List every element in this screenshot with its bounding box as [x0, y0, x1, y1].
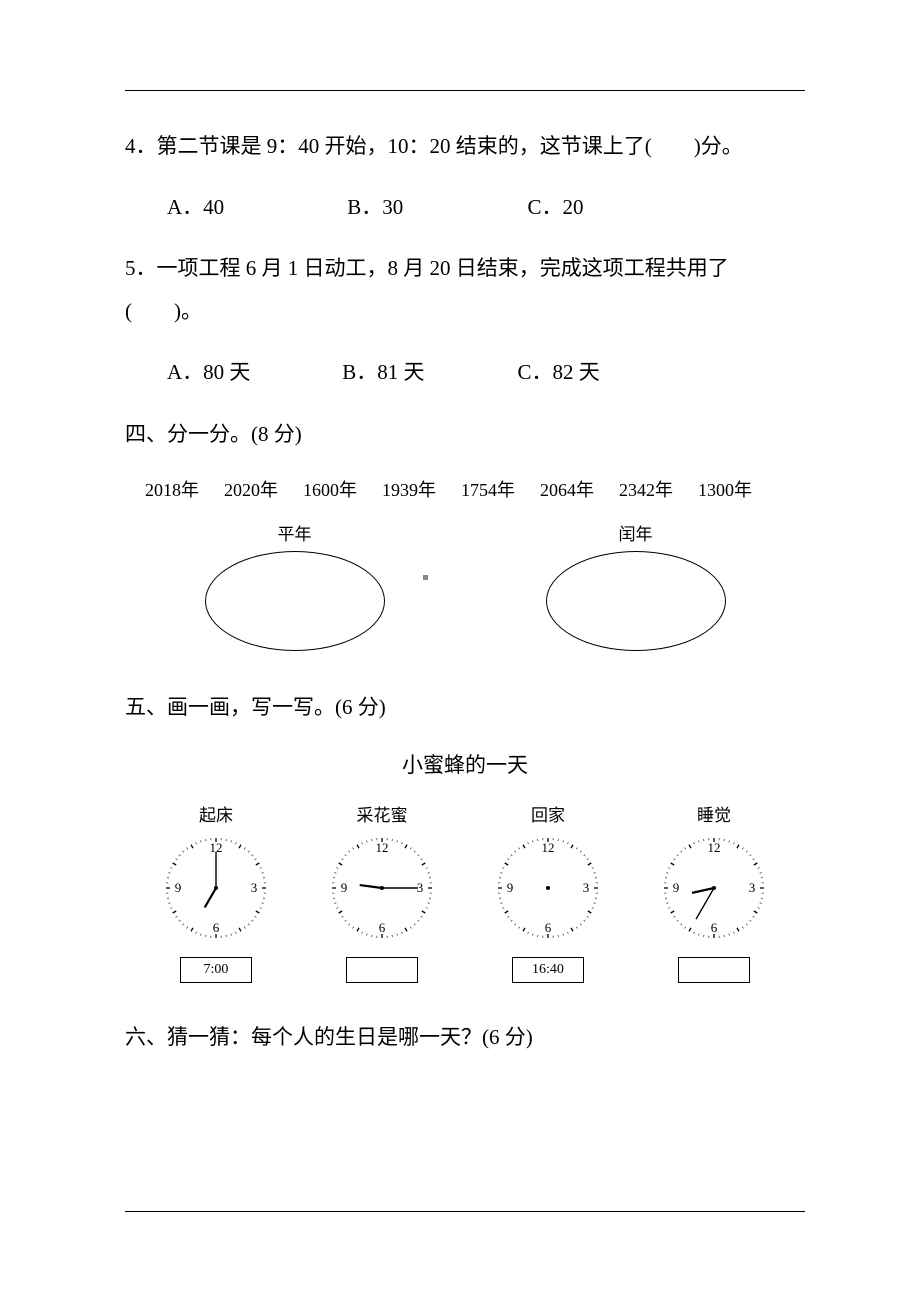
clock-label: 睡觉: [656, 801, 772, 826]
year: 2064年: [540, 480, 594, 500]
oval-left-group: 平年: [205, 520, 385, 651]
q4-opt-a: A．40: [167, 191, 342, 221]
svg-text:6: 6: [711, 920, 718, 935]
q4-opt-b: B．30: [347, 191, 522, 221]
svg-text:9: 9: [341, 880, 348, 895]
year: 1300年: [698, 480, 752, 500]
top-rule: [125, 90, 805, 91]
time-box: [346, 957, 418, 983]
clock-face: 3 6 9 12: [490, 830, 606, 951]
year: 1754年: [461, 480, 515, 500]
clock-label: 回家: [490, 801, 606, 826]
center-mark: [423, 575, 428, 580]
clock-row: 起床 3 6 9 12 7:00 采花蜜 3 6 9 12 回家 3 6 9 12 16:40 睡…: [125, 801, 805, 983]
svg-text:12: 12: [376, 840, 389, 855]
section-5-subtitle: 小蜜蜂的一天: [125, 749, 805, 779]
clock-face: 3 6 9 12: [656, 830, 772, 951]
svg-text:3: 3: [251, 880, 258, 895]
time-box: 16:40: [512, 957, 584, 983]
years-list: 2018年 2020年 1600年 1939年 1754年 2064年 2342…: [145, 476, 805, 502]
question-5-line2: ( )。: [125, 296, 805, 328]
oval-right: [546, 551, 726, 651]
svg-text:12: 12: [708, 840, 721, 855]
oval-left: [205, 551, 385, 651]
svg-text:3: 3: [749, 880, 756, 895]
bottom-rule: [125, 1211, 805, 1212]
question-4-options: A．40 B．30 C．20: [167, 191, 805, 221]
clock-face: 36912: [158, 830, 274, 951]
oval-right-group: 闰年: [546, 520, 726, 651]
question-5-options: A．80 天 B．81 天 C．82 天: [167, 356, 805, 386]
section-6-title: 六、猜一猜：每个人的生日是哪一天？(6 分): [125, 1021, 805, 1051]
year: 2342年: [619, 480, 673, 500]
year: 2020年: [224, 480, 278, 500]
time-box: [678, 957, 750, 983]
svg-text:9: 9: [673, 880, 680, 895]
clock-label: 采花蜜: [324, 801, 440, 826]
q5-opt-c: C．82 天: [518, 356, 600, 386]
svg-text:6: 6: [379, 920, 386, 935]
q5-opt-b: B．81 天: [342, 356, 512, 386]
q4-opt-c: C．20: [528, 191, 584, 221]
oval-left-label: 平年: [205, 520, 385, 545]
time-box: 7:00: [180, 957, 252, 983]
clock-col: 回家 3 6 9 12 16:40: [490, 801, 606, 983]
section-4-title: 四、分一分。(8 分): [125, 418, 805, 448]
year: 1600年: [303, 480, 357, 500]
clock-col: 采花蜜 36912: [324, 801, 440, 983]
ovals-container: 平年 闰年: [125, 520, 805, 651]
clock-col: 睡觉 3 6 9 12: [656, 801, 772, 983]
clock-label: 起床: [158, 801, 274, 826]
svg-text:6: 6: [213, 920, 220, 935]
question-5-line1: 5．一项工程 6 月 1 日动工，8 月 20 日结束，完成这项工程共用了: [125, 253, 805, 285]
q5-opt-a: A．80 天: [167, 356, 337, 386]
section-5-title: 五、画一画，写一写。(6 分): [125, 691, 805, 721]
clock-face: 36912: [324, 830, 440, 951]
svg-text:6: 6: [545, 920, 552, 935]
svg-text:3: 3: [583, 880, 590, 895]
year: 1939年: [382, 480, 436, 500]
oval-right-label: 闰年: [546, 520, 726, 545]
svg-text:12: 12: [542, 840, 555, 855]
page-content: 4．第二节课是 9：40 开始，10：20 结束的，这节课上了( )分。 A．4…: [0, 0, 920, 1051]
svg-text:9: 9: [507, 880, 514, 895]
clock-col: 起床 36912 7:00: [158, 801, 274, 983]
question-4: 4．第二节课是 9：40 开始，10：20 结束的，这节课上了( )分。: [125, 131, 805, 163]
svg-text:9: 9: [175, 880, 182, 895]
year: 2018年: [145, 480, 199, 500]
